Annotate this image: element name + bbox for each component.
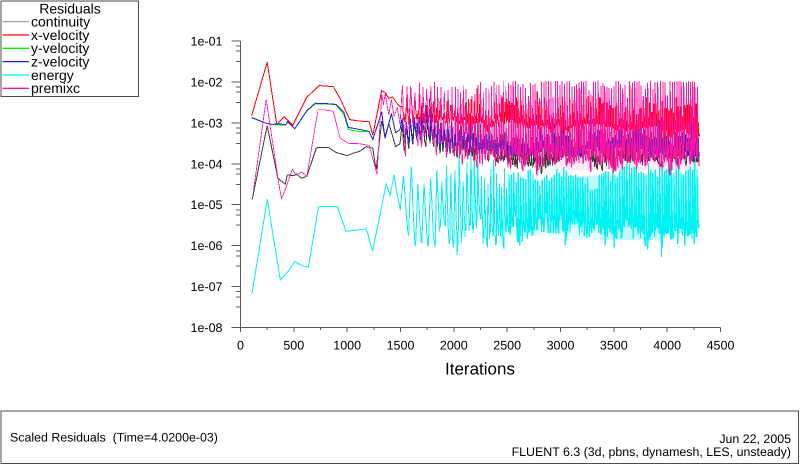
svg-text:Residuals: Residuals xyxy=(39,0,100,16)
svg-text:500: 500 xyxy=(283,339,304,353)
svg-text:x-velocity: x-velocity xyxy=(31,27,89,43)
svg-text:1e-01: 1e-01 xyxy=(191,35,223,49)
svg-text:1e-06: 1e-06 xyxy=(191,239,223,253)
svg-text:Scaled Residuals (Time=4.0200: Scaled Residuals (Time=4.0200e-03) xyxy=(10,431,218,445)
svg-text:Jun 22, 2005: Jun 22, 2005 xyxy=(719,432,791,446)
svg-text:1e-08: 1e-08 xyxy=(191,321,223,335)
svg-text:2500: 2500 xyxy=(493,339,521,353)
svg-text:0: 0 xyxy=(237,339,244,353)
svg-text:4000: 4000 xyxy=(653,339,681,353)
svg-text:Iterations: Iterations xyxy=(445,360,515,379)
svg-text:3500: 3500 xyxy=(600,339,628,353)
svg-text:1e-04: 1e-04 xyxy=(191,157,223,171)
svg-text:4500: 4500 xyxy=(707,339,735,353)
svg-text:1e-07: 1e-07 xyxy=(191,280,223,294)
svg-text:continuity: continuity xyxy=(31,13,90,29)
svg-text:premixc: premixc xyxy=(31,80,80,96)
svg-text:1e-02: 1e-02 xyxy=(191,75,223,89)
svg-text:energy: energy xyxy=(31,67,74,83)
svg-text:1e-05: 1e-05 xyxy=(191,198,223,212)
svg-text:FLUENT 6.3 (3d, pbns, dynamesh: FLUENT 6.3 (3d, pbns, dynamesh, LES, uns… xyxy=(512,445,791,459)
svg-text:2000: 2000 xyxy=(440,339,468,353)
svg-text:z-velocity: z-velocity xyxy=(31,54,89,70)
svg-text:y-velocity: y-velocity xyxy=(31,40,89,56)
svg-text:1000: 1000 xyxy=(333,339,361,353)
svg-text:1500: 1500 xyxy=(387,339,415,353)
svg-text:1e-03: 1e-03 xyxy=(191,116,223,130)
svg-text:3000: 3000 xyxy=(547,339,575,353)
